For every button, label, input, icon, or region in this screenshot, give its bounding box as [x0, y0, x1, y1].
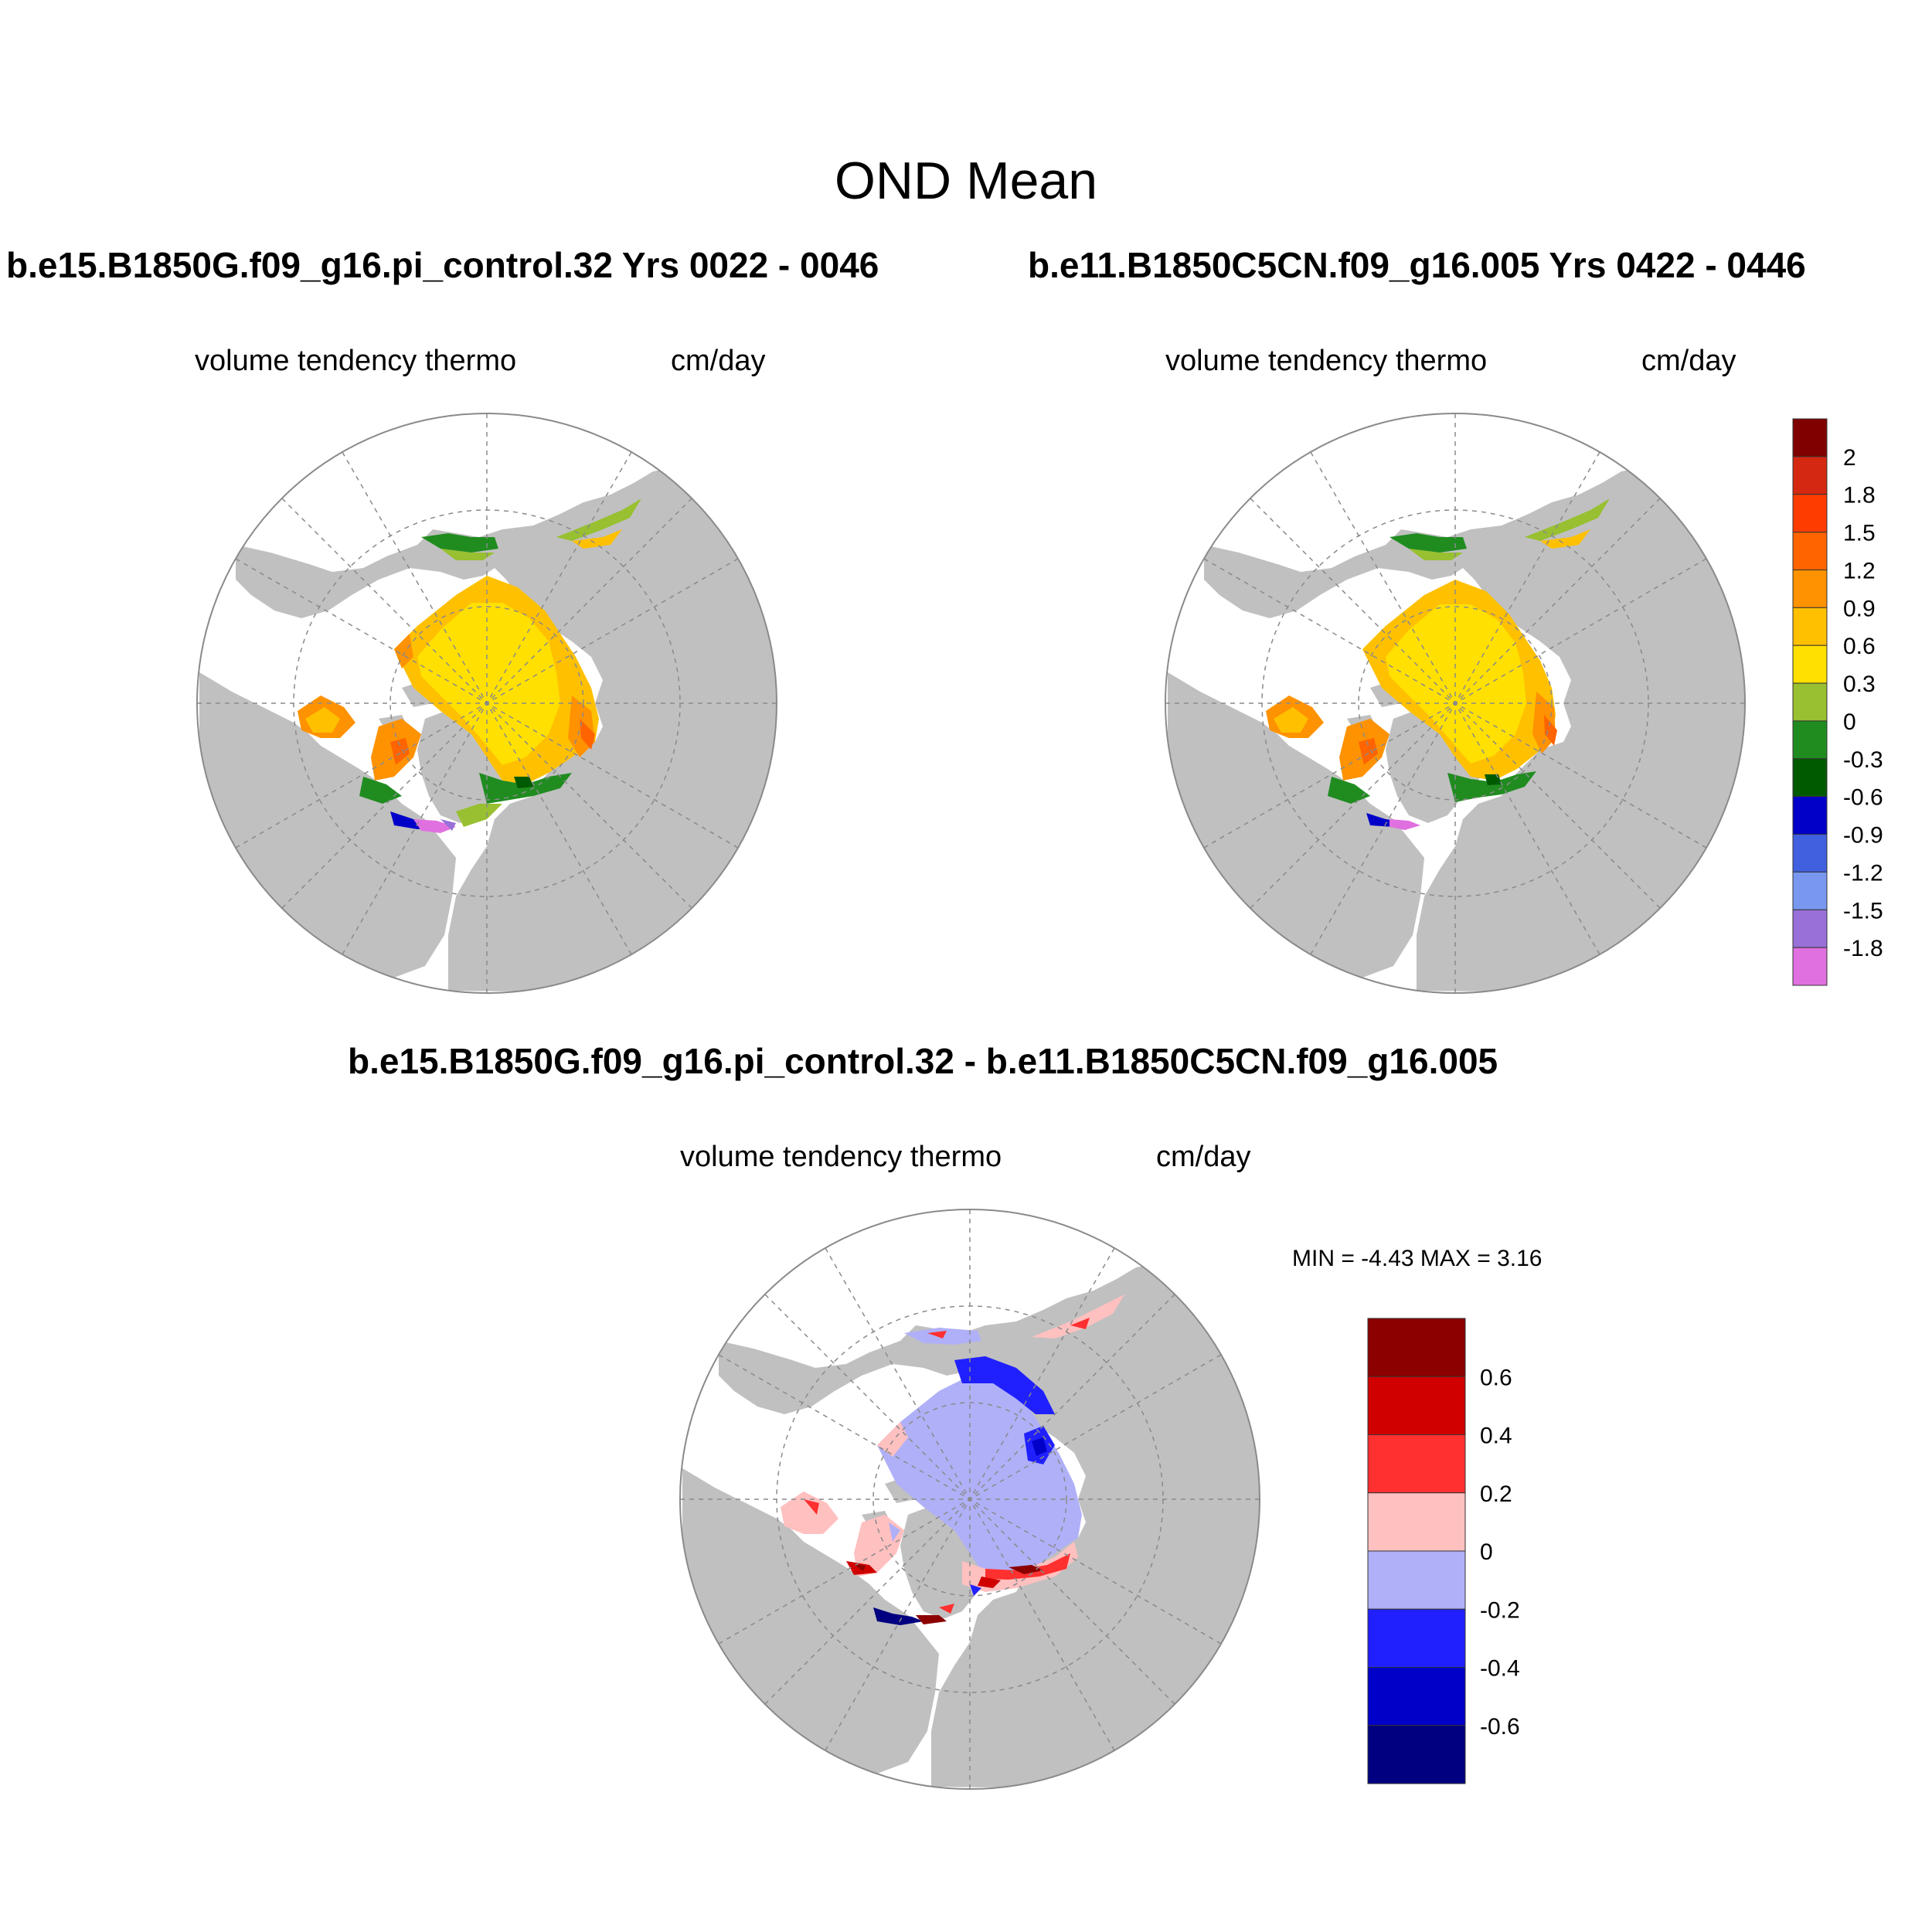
figure-title: OND Mean — [834, 151, 1098, 210]
top-colorbar-label: 1.2 — [1843, 558, 1876, 583]
diff-colorbar-label: 0.6 — [1480, 1365, 1512, 1390]
top-colorbar-swatch-5 — [1792, 607, 1828, 646]
right-map — [1165, 413, 1746, 994]
right-panel-title: b.e11.B1850C5CN.f09_g16.005 Yrs 0422 - 0… — [1028, 245, 1806, 285]
diff-colorbar-swatch-0 — [1367, 1318, 1466, 1377]
top-colorbar-label: -0.6 — [1843, 785, 1883, 811]
top-colorbar-label: 2 — [1843, 445, 1856, 471]
right-field — [1266, 498, 1610, 830]
left-variable-label: volume tendency thermo — [195, 345, 517, 377]
right-units-label: cm/day — [1641, 345, 1736, 377]
diff-colorbar-label: 0 — [1480, 1539, 1493, 1565]
top-colorbar-label: -1.2 — [1843, 860, 1883, 886]
diff-colorbar-label: 0.4 — [1480, 1423, 1512, 1449]
diff-colorbar-swatch-6 — [1367, 1667, 1466, 1726]
diff-min-max: MIN = -4.43 MAX = 3.16 — [1292, 1246, 1543, 1271]
top-colorbar-label: 0.6 — [1843, 634, 1876, 659]
diff-colorbar-label: -0.4 — [1480, 1656, 1520, 1682]
diff-colorbar-label: -0.2 — [1480, 1597, 1520, 1623]
top-colorbar-label: -0.9 — [1843, 823, 1883, 849]
diff-colorbar: 0.6 0.4 0.2 0 -0.2 -0.4 -0.6 — [1367, 1318, 1520, 1784]
diff-colorbar-swatch-3 — [1367, 1492, 1466, 1552]
left-map — [196, 413, 777, 994]
top-colorbar-swatch-10 — [1792, 796, 1828, 835]
right-variable-label: volume tendency thermo — [1165, 345, 1488, 377]
top-colorbar-label: -0.3 — [1843, 747, 1883, 773]
diff-colorbar-swatch-2 — [1367, 1434, 1466, 1494]
top-colorbar-label: 0.9 — [1843, 596, 1876, 621]
top-colorbar-label: 1.5 — [1843, 521, 1876, 546]
top-colorbar: 2 1.8 1.5 1.2 0.9 0.6 0.3 0 -0.3 -0.6 -0.9 -1.2 -1.5… — [1792, 418, 1883, 986]
top-colorbar-label: -1.8 — [1843, 936, 1883, 961]
diff-colorbar-swatch-7 — [1367, 1725, 1466, 1784]
left-panel-title: b.e15.B1850G.f09_g16.pi_control.32 Yrs 0… — [6, 245, 879, 285]
top-colorbar-swatch-8 — [1792, 720, 1828, 760]
top-colorbar-label: 0.3 — [1843, 672, 1876, 697]
top-colorbar-swatch-3 — [1792, 532, 1828, 570]
top-colorbar-swatch-13 — [1792, 909, 1828, 948]
diff-colorbar-label: 0.2 — [1480, 1481, 1512, 1507]
top-colorbar-swatch-6 — [1792, 645, 1828, 684]
diff-panel-title: b.e15.B1850G.f09_g16.pi_control.32 - b.e… — [348, 1041, 1498, 1081]
diff-colorbar-swatch-5 — [1367, 1608, 1466, 1668]
top-colorbar-swatch-11 — [1792, 834, 1828, 872]
diff-variable-label: volume tendency thermo — [680, 1141, 1002, 1173]
top-colorbar-swatch-12 — [1792, 871, 1828, 910]
top-colorbar-swatch-4 — [1792, 569, 1828, 608]
left-units-label: cm/day — [671, 345, 766, 377]
diff-colorbar-swatch-4 — [1367, 1550, 1466, 1610]
top-colorbar-swatch-0 — [1792, 418, 1828, 457]
top-colorbar-swatch-9 — [1792, 758, 1828, 798]
top-colorbar-swatch-7 — [1792, 682, 1828, 722]
top-colorbar-label: 1.8 — [1843, 483, 1876, 509]
top-colorbar-label: -1.5 — [1843, 898, 1883, 923]
diff-colorbar-swatch-1 — [1367, 1376, 1466, 1435]
diff-map — [679, 1209, 1260, 1790]
top-colorbar-swatch-14 — [1792, 947, 1828, 986]
top-colorbar-label: 0 — [1843, 709, 1856, 735]
diff-colorbar-label: -0.6 — [1480, 1714, 1520, 1740]
top-colorbar-swatch-2 — [1792, 494, 1828, 533]
top-colorbar-swatch-1 — [1792, 456, 1828, 495]
diff-units-label: cm/day — [1156, 1141, 1251, 1173]
